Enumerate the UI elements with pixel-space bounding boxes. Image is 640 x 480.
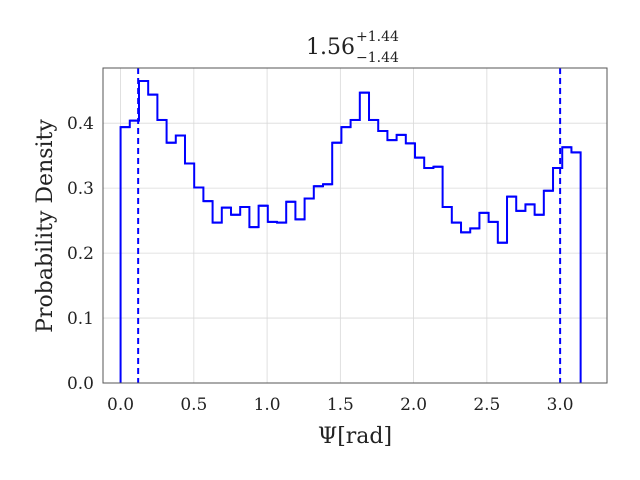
credible-interval-lines bbox=[137, 68, 562, 383]
plot-frame bbox=[102, 67, 608, 384]
x-tick-label: 3.0 bbox=[547, 395, 574, 415]
y-tick-label: 0.1 bbox=[67, 309, 94, 329]
chart-title: 1.56 bbox=[306, 35, 355, 60]
y-tick-label: 0.2 bbox=[67, 244, 94, 264]
grid-lines bbox=[103, 68, 607, 384]
x-tick-label: 2.5 bbox=[473, 395, 500, 415]
chart-title-lower-error: −1.44 bbox=[356, 50, 399, 66]
chart-title-upper-error: +1.44 bbox=[356, 29, 399, 45]
y-tick-label: 0.0 bbox=[67, 374, 94, 394]
x-axis-label: Ψ[rad] bbox=[318, 424, 392, 449]
y-tick-label: 0.3 bbox=[67, 179, 94, 199]
histogram-outline bbox=[119, 79, 582, 383]
x-tick-label: 1.0 bbox=[254, 395, 281, 415]
histogram-steps bbox=[119, 79, 582, 383]
x-tick-label: 1.5 bbox=[327, 395, 354, 415]
x-tick-label: 2.0 bbox=[400, 395, 427, 415]
x-tick-labels: 0.0 0.5 1.0 1.5 2.0 2.5 3.0 bbox=[107, 395, 574, 415]
x-tick-label: 0.5 bbox=[180, 395, 207, 415]
x-tick-label: 0.0 bbox=[107, 395, 134, 415]
y-axis-label: Probability Density bbox=[33, 119, 58, 333]
y-tick-label: 0.4 bbox=[67, 114, 94, 134]
y-tick-labels: 0.0 0.1 0.2 0.3 0.4 bbox=[67, 114, 94, 394]
